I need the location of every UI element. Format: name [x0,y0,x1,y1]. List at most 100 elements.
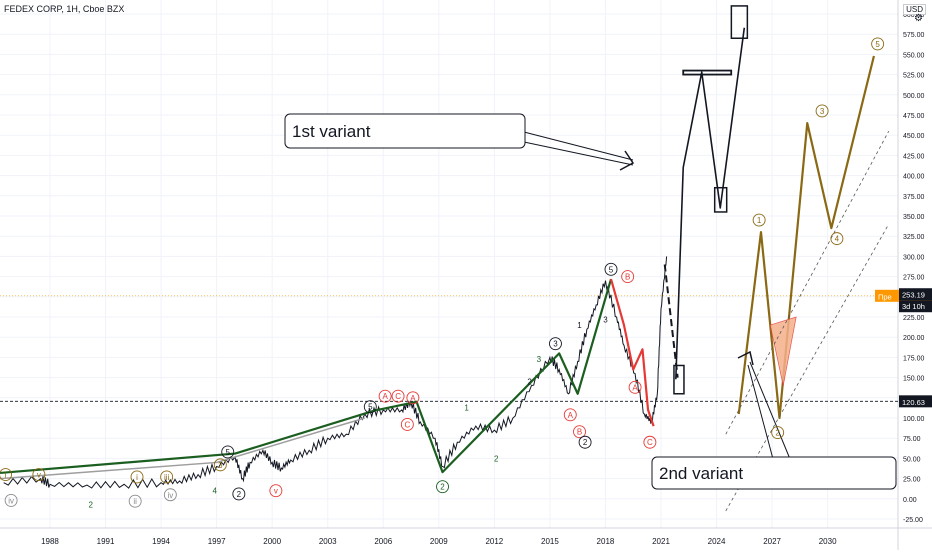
price-tick-label: 200.00 [903,335,925,342]
wave-label-ring [871,37,885,51]
variant2-pointer [749,361,791,460]
variant1-pointer [523,131,634,161]
price-tick-label: 475.00 [903,113,925,120]
time-tick-label: 2027 [763,537,781,546]
box-v1-start [673,364,685,395]
wave-label: v [37,471,41,480]
wave-label-ring [436,480,449,494]
wave-label-ring [221,445,235,459]
time-tick-label: 2006 [374,537,392,546]
countdown-bg [899,300,932,313]
wave-label-ring [163,488,177,502]
wave-label-ring [128,494,142,508]
wave-label-ring [391,389,405,403]
wave-label-ring [549,337,562,351]
channel-upper [725,130,890,435]
wave-label: v [274,487,278,496]
time-tick-label: 1994 [152,537,170,546]
level-price-badge: 120.63 [902,398,925,407]
variant2-arrowhead [737,350,754,366]
price-tick-label: 600.00 [903,12,925,19]
wave-label: B [625,273,630,282]
level-price-badge-bg [899,395,932,408]
currency-label[interactable]: USD [903,4,926,15]
wave-label: C [395,392,401,401]
box-v1-wave2 [713,186,728,213]
price-tick-label: 275.00 [903,275,925,282]
wave-label-ring [830,232,844,246]
red-abc-line [609,278,655,427]
wave-label-ring [573,425,586,439]
wave-label: iii [164,473,170,482]
wave-label-ring [578,435,592,449]
wave-label-ring [628,380,642,394]
countdown-label: 3d 10h [902,302,925,311]
wave-label: 1 [757,216,762,225]
wave-label: 5 [875,40,880,49]
time-tick-label: 1991 [97,537,115,546]
price-tick-label: 375.00 [903,194,925,201]
wave-label-ring [213,458,227,472]
variant1-line [675,27,746,380]
price-tick-label: 150.00 [903,376,925,383]
wave-label: i [5,471,7,480]
wave-label: 2 [494,454,499,463]
wave-label-ring [378,389,392,403]
price-tick-label: 525.00 [903,73,925,80]
price-tick-label: 50.00 [903,456,921,463]
price-tick-label: -25.00 [903,517,923,524]
wave-label: 5 [609,265,614,274]
wave-label: C [647,438,653,447]
wave-label: 2 [583,438,588,447]
wave-label: 3 [218,461,223,470]
price-tick-label: 575.00 [903,32,925,39]
variant1-arrowhead [619,150,635,171]
price-tick-label: 425.00 [903,153,925,160]
variant2-callout-text: 2nd variant [659,464,743,483]
price-tick-label: 325.00 [903,234,925,241]
price-tick-label: 350.00 [903,214,925,221]
pre-badge [875,289,899,302]
price-tick-label: 300.00 [903,254,925,261]
last-price-badge: 253.19 [902,291,925,300]
wave-label-ring [604,262,618,276]
wave-label: 3 [603,315,608,324]
price-tick-label: 500.00 [903,93,925,100]
price-tick-label: 0.00 [903,497,917,504]
variant1-callout-text: 1st variant [292,122,371,141]
wave-label: 3 [820,107,825,116]
bar-v1-wave1 [682,69,733,76]
time-tick-label: 2000 [263,537,281,546]
wave-label: A [568,411,574,420]
wave-label-ring [621,270,635,284]
wave-label-ring [32,468,46,482]
wave-label-ring [815,104,829,118]
wave-label-ring [563,408,577,422]
gear-icon[interactable]: ⚙ [914,13,923,24]
wave-label: iv [167,491,173,500]
wave-label-ring [0,468,13,482]
wave-label: 3 [537,355,542,364]
wave-label: iv [8,496,14,505]
time-tick-label: 2021 [652,537,670,546]
wave-label: 4 [835,235,840,244]
wave-label-ring [752,213,766,227]
wave-label: 2 [440,483,445,492]
price-tick-label: 175.00 [903,355,925,362]
time-tick-label: 2009 [430,537,448,546]
time-tick-label: 2018 [597,537,615,546]
pre-badge-label: Пре [878,292,892,301]
time-tick-label: 1988 [41,537,59,546]
variant2-pointer-2 [747,364,774,460]
last-price-badge-bg [899,288,932,301]
variant1-pointer-2 [523,141,634,166]
wave-label: 1 [577,321,582,330]
wave-label: C [404,420,410,429]
price-tick-label: 450.00 [903,133,925,140]
wave-label: A [410,394,416,403]
wave-label-ring [771,426,785,439]
price-tick-label: 25.00 [903,477,921,484]
wave-label-ring [160,470,174,484]
